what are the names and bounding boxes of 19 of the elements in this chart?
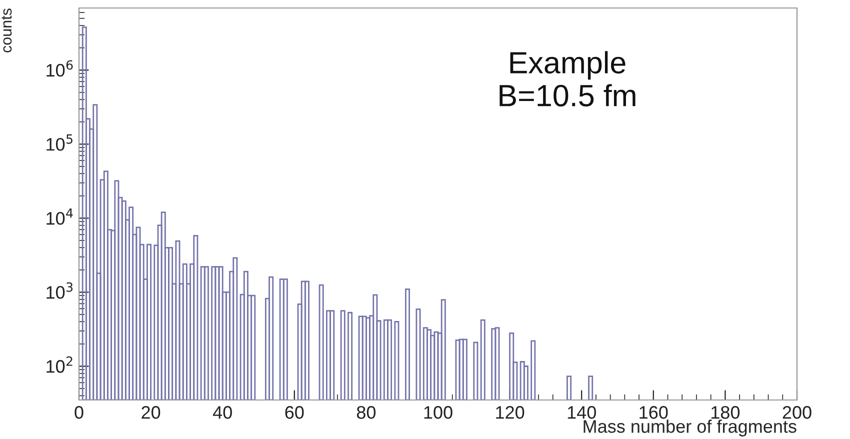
x-tick-label: 40 bbox=[212, 406, 232, 419]
x-tick-label: 0 bbox=[74, 406, 84, 419]
x-tick-label: 60 bbox=[285, 406, 304, 419]
x-tick-label: 160 bbox=[640, 406, 668, 419]
x-axis-title: Mass number of fragments bbox=[584, 420, 796, 436]
y-tick-label: 10$^{3}$ bbox=[46, 282, 73, 299]
x-tick-label: 180 bbox=[712, 406, 740, 419]
y-axis-title: counts bbox=[2, 8, 12, 52]
y-tick-label: 10$^{6}$ bbox=[46, 60, 73, 77]
x-tick-label: 140 bbox=[568, 406, 596, 419]
y-tick-label: 10$^{4}$ bbox=[46, 208, 73, 225]
annotation: Example B=10.5 fm bbox=[500, 51, 636, 106]
x-tick-label: 100 bbox=[424, 406, 452, 419]
x-tick-label: 120 bbox=[496, 406, 524, 419]
x-tick-label: 20 bbox=[142, 406, 160, 419]
y-tick-label: 10$^{2}$ bbox=[46, 356, 72, 373]
x-tick-label: 200 bbox=[782, 406, 812, 419]
y-tick-label: 10$^{5}$ bbox=[46, 134, 72, 151]
x-tick-label: 80 bbox=[356, 406, 376, 419]
